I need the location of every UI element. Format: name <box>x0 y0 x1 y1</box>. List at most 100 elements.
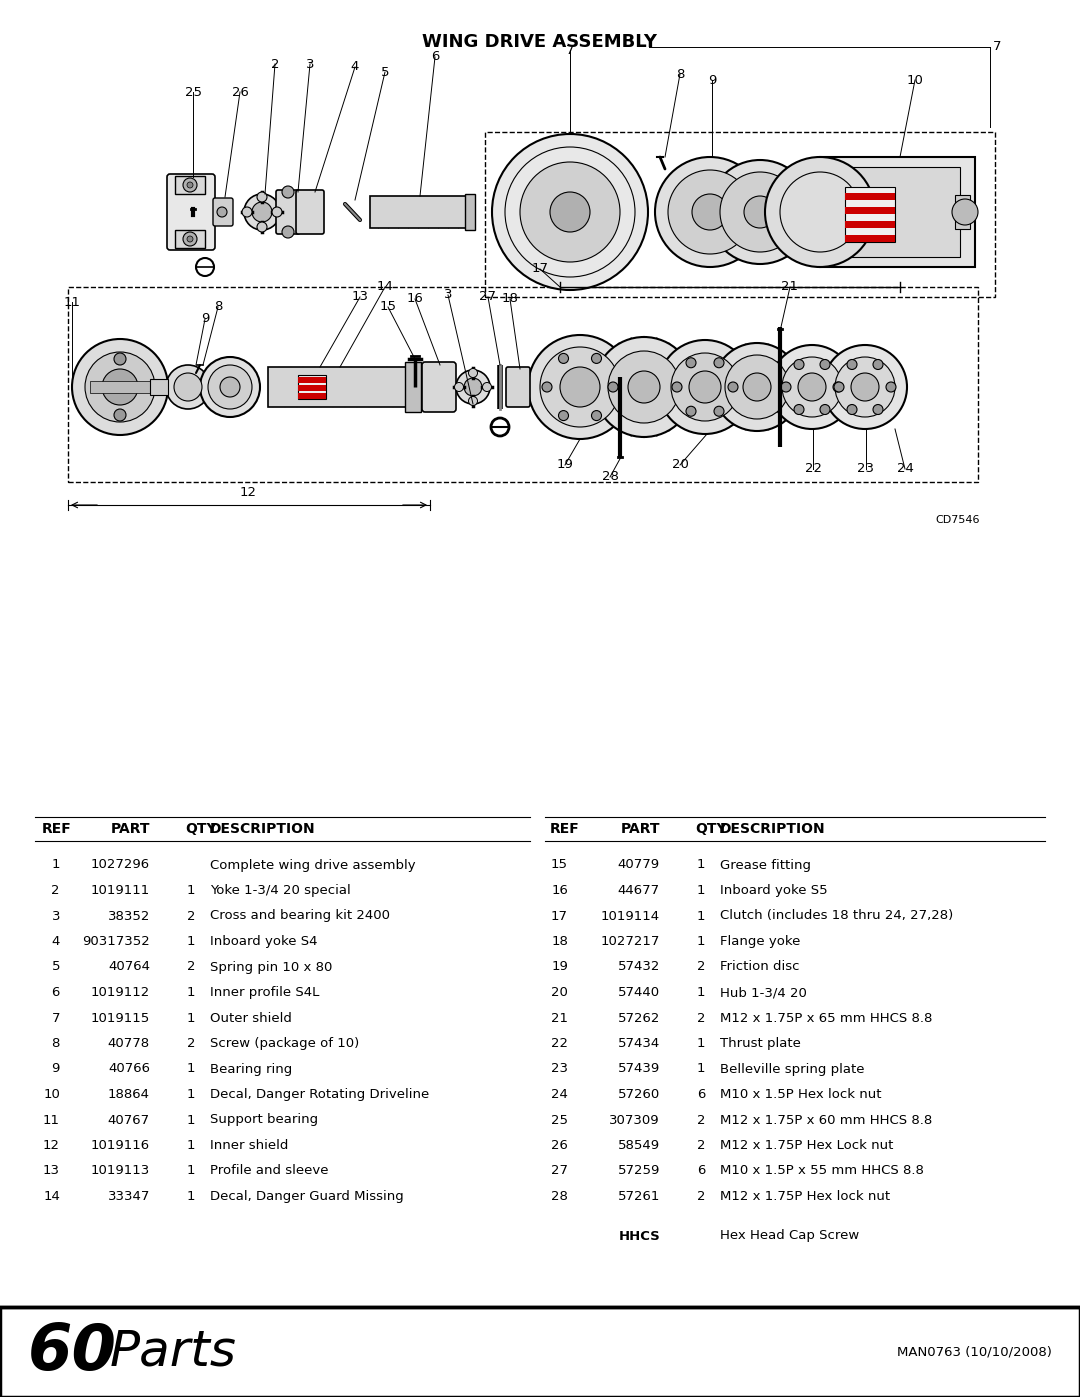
Text: 18: 18 <box>551 935 568 949</box>
Text: 19: 19 <box>551 961 568 974</box>
Circle shape <box>519 162 620 263</box>
Circle shape <box>217 207 227 217</box>
Bar <box>268 367 413 407</box>
Text: 6: 6 <box>431 50 440 63</box>
Text: 25: 25 <box>551 1113 568 1126</box>
Text: 7: 7 <box>566 43 575 56</box>
Text: 7: 7 <box>52 1011 60 1024</box>
Text: 2: 2 <box>187 961 195 974</box>
Circle shape <box>794 405 804 415</box>
Circle shape <box>672 381 681 393</box>
Text: CD7546: CD7546 <box>935 515 980 525</box>
Text: 57432: 57432 <box>618 961 660 974</box>
Circle shape <box>592 411 602 420</box>
Text: 1: 1 <box>697 859 705 872</box>
Text: 8: 8 <box>52 1037 60 1051</box>
Text: 3: 3 <box>52 909 60 922</box>
Bar <box>530 377 561 397</box>
Bar <box>820 156 975 267</box>
Text: 1: 1 <box>187 1088 195 1101</box>
Text: 16: 16 <box>551 884 568 897</box>
Text: 33347: 33347 <box>108 1190 150 1203</box>
Bar <box>845 221 895 228</box>
Circle shape <box>492 134 648 291</box>
Circle shape <box>671 353 739 420</box>
Bar <box>845 193 895 200</box>
Text: M12 x 1.75P Hex lock nut: M12 x 1.75P Hex lock nut <box>720 1190 890 1203</box>
Bar <box>298 386 326 391</box>
Circle shape <box>257 191 267 203</box>
Bar <box>370 196 470 228</box>
Circle shape <box>282 226 294 237</box>
Text: 40764: 40764 <box>108 961 150 974</box>
Text: 1: 1 <box>187 1063 195 1076</box>
Text: Outer shield: Outer shield <box>210 1011 292 1024</box>
Text: 90317352: 90317352 <box>82 935 150 949</box>
Circle shape <box>558 411 568 420</box>
Text: 38352: 38352 <box>108 909 150 922</box>
Text: 1: 1 <box>187 1113 195 1126</box>
Text: 9: 9 <box>201 313 210 326</box>
Text: 1027296: 1027296 <box>91 859 150 872</box>
Text: REF: REF <box>42 821 71 835</box>
Circle shape <box>669 170 752 254</box>
Text: 27: 27 <box>551 1165 568 1178</box>
Text: 24: 24 <box>896 462 914 475</box>
Text: 22: 22 <box>551 1037 568 1051</box>
Bar <box>298 374 326 400</box>
Text: 1: 1 <box>187 1190 195 1203</box>
Text: 28: 28 <box>602 471 619 483</box>
Circle shape <box>561 367 600 407</box>
Text: Friction disc: Friction disc <box>720 961 799 974</box>
Circle shape <box>833 381 843 393</box>
Circle shape <box>744 196 777 228</box>
Text: 1: 1 <box>697 884 705 897</box>
Text: 13: 13 <box>43 1165 60 1178</box>
Circle shape <box>720 172 800 251</box>
Bar <box>150 379 168 395</box>
Circle shape <box>658 339 752 434</box>
Circle shape <box>114 353 126 365</box>
Text: Grease fitting: Grease fitting <box>720 859 811 872</box>
FancyBboxPatch shape <box>296 190 324 235</box>
Circle shape <box>469 397 477 405</box>
Text: 1019112: 1019112 <box>91 986 150 999</box>
Text: 21: 21 <box>551 1011 568 1024</box>
Text: 18864: 18864 <box>108 1088 150 1101</box>
Circle shape <box>781 381 791 393</box>
Circle shape <box>455 383 463 391</box>
Bar <box>298 377 326 383</box>
Bar <box>485 131 995 298</box>
Text: 10: 10 <box>906 74 923 87</box>
Text: 1: 1 <box>697 1037 705 1051</box>
Bar <box>845 235 895 242</box>
Circle shape <box>456 370 490 404</box>
Circle shape <box>608 351 680 423</box>
Bar <box>90 381 150 393</box>
Text: REF: REF <box>550 821 580 835</box>
Text: Thrust plate: Thrust plate <box>720 1037 801 1051</box>
Circle shape <box>174 373 202 401</box>
FancyBboxPatch shape <box>422 362 456 412</box>
Circle shape <box>208 365 252 409</box>
Circle shape <box>187 182 193 189</box>
Text: Decal, Danger Rotating Driveline: Decal, Danger Rotating Driveline <box>210 1088 429 1101</box>
Circle shape <box>540 346 620 427</box>
Text: 2: 2 <box>187 909 195 922</box>
Text: Spring pin 10 x 80: Spring pin 10 x 80 <box>210 961 333 974</box>
Text: Cross and bearing kit 2400: Cross and bearing kit 2400 <box>210 909 390 922</box>
Text: 1: 1 <box>187 884 195 897</box>
Text: 28: 28 <box>551 1190 568 1203</box>
Text: 57434: 57434 <box>618 1037 660 1051</box>
Text: 40766: 40766 <box>108 1063 150 1076</box>
Text: 24: 24 <box>551 1088 568 1101</box>
Text: 3: 3 <box>306 57 314 70</box>
Text: 1019114: 1019114 <box>600 909 660 922</box>
Text: 4: 4 <box>351 60 360 74</box>
Text: 40767: 40767 <box>108 1113 150 1126</box>
Circle shape <box>528 335 632 439</box>
Text: Complete wing drive assembly: Complete wing drive assembly <box>210 859 416 872</box>
Circle shape <box>558 353 568 363</box>
Text: 11: 11 <box>43 1113 60 1126</box>
Text: 8: 8 <box>676 67 685 81</box>
